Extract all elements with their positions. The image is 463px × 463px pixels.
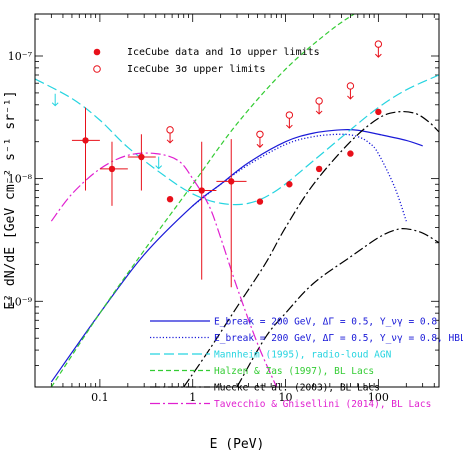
icecube-data-point: [375, 108, 382, 116]
icecube-data-point: [315, 165, 323, 173]
series-line-6: [50, 152, 278, 387]
y-tick-label: 10⁻⁹: [8, 295, 33, 308]
upper-limit-point: [285, 111, 294, 119]
y-tick-label: 10⁻⁸: [8, 173, 33, 186]
legend-filled-circle-icon: [93, 48, 101, 56]
upper-limit-arrow-icon: [256, 137, 264, 148]
mannheim-arrow-icon: [155, 156, 163, 170]
upper-limit-point: [346, 82, 355, 90]
x-tick-label: 0.1: [91, 391, 109, 404]
upper-limit-arrow-icon: [166, 132, 174, 144]
legend-label-3sigma: IceCube 3σ upper limits: [127, 64, 265, 75]
mannheim-arrow-icon: [51, 93, 59, 107]
upper-limit-arrow-icon: [347, 88, 354, 100]
legend-label-model-0: E_break = 200 GeV, ΔΓ = 0.5, Y_νγ = 0.8: [214, 317, 437, 328]
legend-label-model-2: Mannheim (1995), radio-loud AGN: [214, 350, 392, 361]
legend-models: E_break = 200 GeV, ΔΓ = 0.5, Y_νγ = 0.8 E…: [150, 317, 463, 410]
icecube-data-point: [82, 137, 89, 144]
icecube-data-point: [228, 178, 235, 185]
tick-labels: 0.1 1 10 100 10⁻⁹ 10⁻⁸ 10⁻⁷: [8, 50, 389, 404]
legend-label-model-5: Tavecchio & Ghisellini (2014), BL Lacs: [214, 399, 431, 410]
data-points: [71, 40, 383, 288]
upper-limit-point: [256, 130, 264, 138]
upper-limit-arrow-icon: [286, 118, 293, 129]
upper-limit-arrow-icon: [315, 103, 323, 115]
upper-limit-point: [315, 97, 323, 105]
y-tick-label: 10⁻⁷: [8, 50, 33, 63]
series-line-4: [183, 110, 439, 387]
icecube-data-point: [108, 165, 116, 173]
icecube-data-point: [347, 150, 354, 157]
axis-ticks: [34, 14, 439, 388]
legend-label-model-1: E_break = 200 GeV, ΔΓ = 0.5, Y_νγ = 0.8,…: [214, 333, 463, 344]
series-line-1: [192, 133, 407, 222]
upper-limit-point: [166, 126, 174, 134]
legend-label-model-4: Muecke et al. (2003), BL Lacs: [214, 383, 380, 394]
x-tick-label: 10: [279, 391, 293, 404]
icecube-data-point: [198, 187, 205, 194]
x-axis-title: E (PeV): [210, 437, 265, 452]
icecube-data-point: [286, 181, 293, 188]
upper-limit-point: [374, 40, 383, 48]
series-line-3: [50, 14, 356, 387]
legend-open-circle-icon: [93, 65, 101, 73]
series-line-0: [50, 128, 423, 383]
legend-points: IceCube data and 1σ upper limits IceCube…: [93, 47, 320, 75]
series-line-2: [35, 74, 439, 206]
x-tick-label: 1: [189, 391, 196, 404]
icecube-data-point: [138, 153, 145, 161]
legend-label-model-3: Halzen & Zas (1997), BL Lacs: [214, 366, 374, 377]
series-line-5: [236, 227, 439, 387]
icecube-data-point: [256, 198, 264, 205]
icecube-data-point: [166, 195, 174, 203]
plot-frame: [34, 13, 440, 388]
x-tick-label: 100: [368, 391, 389, 404]
upper-limit-arrow-icon: [375, 47, 382, 58]
y-axis-title: E² dN/dE [GeV cm⁻² s⁻¹ sr⁻¹]: [3, 90, 18, 309]
model-curves: [35, 14, 439, 387]
legend-label-data: IceCube data and 1σ upper limits: [127, 47, 320, 58]
